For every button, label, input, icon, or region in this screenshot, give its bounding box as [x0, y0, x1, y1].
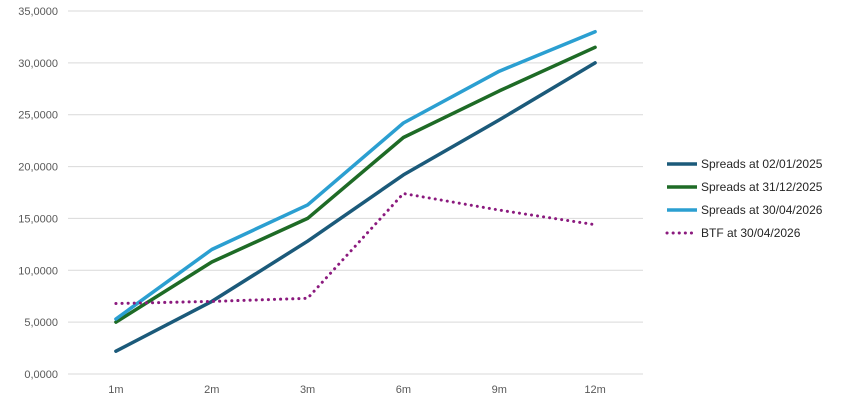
y-tick-label: 35,0000 [18, 6, 58, 18]
legend: Spreads at 02/01/2025 Spreads at 31/12/20… [665, 157, 823, 240]
legend-label-4: BTF at 30/04/2026 [701, 226, 801, 240]
y-tick-label: 15,0000 [18, 213, 58, 225]
y-tick-label: 10,0000 [18, 265, 58, 277]
x-axis: 1m 2m 3m 6m 9m 12m [108, 384, 606, 396]
series-line-1 [114, 61, 597, 353]
series-line-4 [114, 192, 597, 305]
y-tick-label: 20,0000 [18, 162, 58, 174]
y-tick-label: 5,0000 [24, 317, 58, 329]
series-lines [114, 29, 597, 353]
legend-label-1: Spreads at 02/01/2025 [701, 157, 823, 171]
legend-label-2: Spreads at 31/12/2025 [701, 180, 823, 194]
series-line-3 [114, 29, 597, 321]
y-tick-label: 25,0000 [18, 110, 58, 122]
y-tick-label: 0,0000 [24, 369, 58, 381]
x-tick-label: 9m [492, 384, 507, 396]
y-tick-label: 30,0000 [18, 58, 58, 70]
y-axis: 0,0000 5,0000 10,0000 15,0000 20,0000 25,0000… [18, 6, 58, 381]
x-tick-label: 12m [584, 384, 605, 396]
x-tick-label: 2m [204, 384, 219, 396]
x-tick-label: 1m [108, 384, 123, 396]
series-line-2 [114, 45, 597, 324]
x-tick-label: 6m [396, 384, 411, 396]
gridlines [68, 10, 643, 375]
legend-label-3: Spreads at 30/04/2026 [701, 203, 823, 217]
x-tick-label: 3m [300, 384, 315, 396]
